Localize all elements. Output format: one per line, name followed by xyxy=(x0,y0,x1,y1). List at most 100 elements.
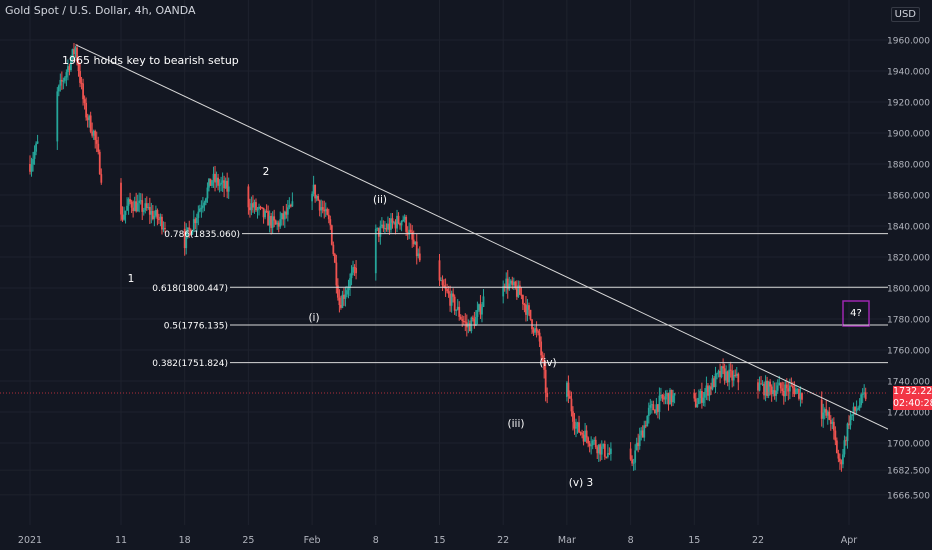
candle-body xyxy=(283,211,286,220)
fib-level-label: 0.382(1751.824) xyxy=(152,359,228,369)
candle-body xyxy=(455,309,458,311)
candle-body xyxy=(197,211,200,218)
candle-body xyxy=(252,203,254,208)
candle-body xyxy=(412,239,415,245)
candle-body xyxy=(391,218,394,223)
time-tick-label: 18 xyxy=(179,535,191,546)
candle-body xyxy=(837,453,840,459)
candle-body xyxy=(608,453,611,455)
candle-body xyxy=(151,211,154,220)
candle-body xyxy=(98,151,101,175)
candle-body xyxy=(89,115,92,132)
currency-button[interactable]: USD xyxy=(890,7,920,22)
candle-body xyxy=(397,215,400,224)
candle-body xyxy=(653,410,656,414)
time-tick-label: Apr xyxy=(841,535,858,546)
candle-body xyxy=(76,47,78,62)
time-axis[interactable]: 2021 11 18 25 Feb 8 15 22 Mar 8 15 22 Apr xyxy=(0,528,932,550)
price-tick-label: 1840.000 xyxy=(887,223,930,233)
wave-label: (ii) xyxy=(373,194,387,206)
candle-body xyxy=(336,285,339,298)
price-tick-label: 1900.000 xyxy=(887,130,930,140)
candle-body xyxy=(217,177,219,186)
candle-body xyxy=(262,207,265,218)
candle-body xyxy=(470,317,473,332)
candle-body xyxy=(311,193,313,202)
candle-body xyxy=(471,317,474,320)
candle-body xyxy=(274,220,277,225)
candle-body xyxy=(158,219,160,221)
candle-body xyxy=(88,115,91,121)
candle-body xyxy=(162,228,165,230)
candle-body xyxy=(644,425,647,427)
candle-body xyxy=(332,244,335,255)
candle-body xyxy=(699,391,702,399)
candle-body xyxy=(766,380,768,396)
candle-body xyxy=(714,373,717,387)
candle-body xyxy=(145,203,148,208)
candle-body xyxy=(860,394,863,406)
candle-body xyxy=(35,143,37,152)
time-tick-label: Mar xyxy=(558,535,576,546)
candle-body xyxy=(632,462,635,464)
candle-body xyxy=(56,91,59,142)
candle-body xyxy=(482,296,485,307)
candle-body xyxy=(763,383,765,396)
candle-body xyxy=(769,381,772,387)
candle-body xyxy=(282,213,285,220)
candle-body xyxy=(67,66,69,73)
candle-body xyxy=(77,61,80,72)
candle-body xyxy=(141,200,144,212)
candle-body xyxy=(449,293,452,306)
candle-body xyxy=(508,283,511,290)
candle-body xyxy=(694,398,697,408)
candle-body xyxy=(317,196,320,201)
candle-body xyxy=(579,432,582,434)
candle-body xyxy=(543,360,546,370)
candle-body xyxy=(464,321,467,323)
candle-body xyxy=(505,278,508,288)
candle-body xyxy=(791,385,794,389)
candle-body xyxy=(403,216,406,220)
candle-body xyxy=(778,382,781,386)
time-tick-label: 25 xyxy=(242,535,254,546)
candle-body xyxy=(183,228,186,249)
candle-body xyxy=(502,286,505,297)
candle-body xyxy=(63,77,66,81)
candle-body xyxy=(62,80,65,82)
candle-body xyxy=(787,388,790,392)
candle-body xyxy=(481,306,483,315)
drawing-layer: 1965 holds key to bearish setup 0.786(183… xyxy=(0,44,895,489)
candle-body xyxy=(605,456,608,458)
candle-body xyxy=(531,319,533,330)
candle-body xyxy=(795,389,797,395)
candle-body xyxy=(453,296,456,311)
candle-body xyxy=(641,430,644,438)
candle-body xyxy=(509,280,512,284)
candle-body xyxy=(776,385,779,391)
candle-body xyxy=(737,373,740,383)
wave-label: (i) xyxy=(308,312,319,324)
candle-body xyxy=(223,180,226,189)
candle-body xyxy=(705,385,708,392)
candle-body xyxy=(264,210,266,218)
candle-body xyxy=(761,383,764,385)
candle-body xyxy=(85,102,88,118)
candle-body xyxy=(596,447,599,454)
price-tick-label: 1740.000 xyxy=(887,378,930,388)
candle-body xyxy=(444,287,447,290)
candle-body xyxy=(191,230,194,235)
candle-body xyxy=(414,241,417,245)
candle-body xyxy=(132,207,135,211)
candle-body xyxy=(638,435,641,447)
candle-body xyxy=(224,180,227,189)
candle-body xyxy=(57,85,60,92)
candle-body xyxy=(826,411,829,416)
candle-body xyxy=(643,425,646,438)
candle-body xyxy=(320,207,323,211)
candle-body xyxy=(438,260,441,281)
candle-body xyxy=(153,215,156,220)
candle-body xyxy=(772,390,775,395)
price-axis[interactable]: 1960.000 1940.000 1920.000 1900.000 1880.000… xyxy=(887,0,932,550)
